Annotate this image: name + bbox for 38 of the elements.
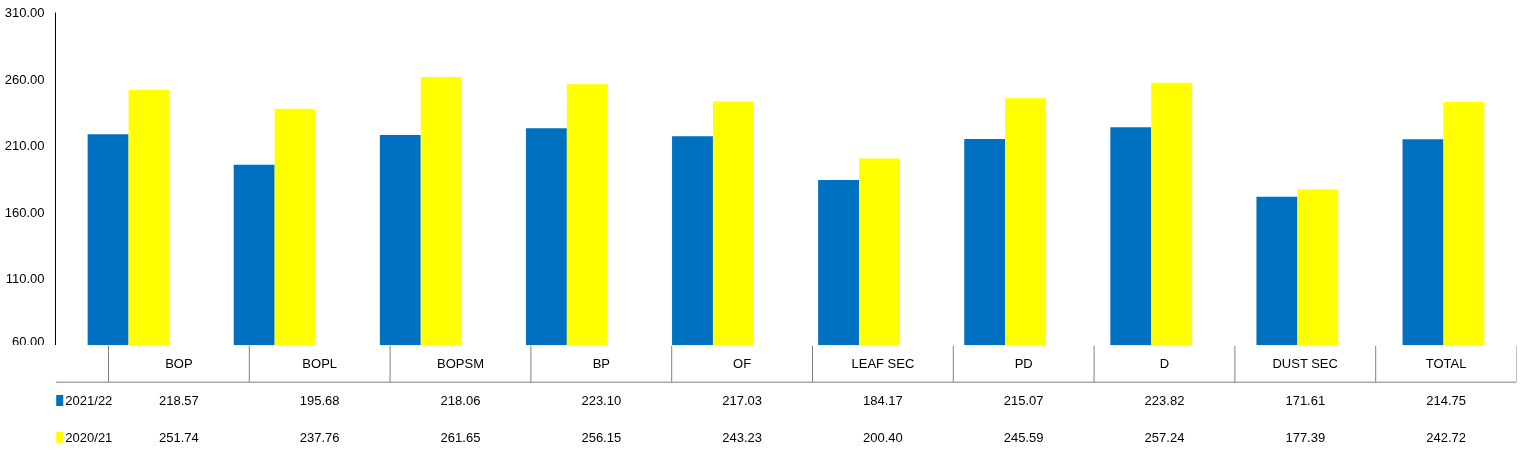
data-label: 214.75 — [1426, 393, 1466, 408]
data-label: 200.40 — [863, 429, 903, 445]
legend-label: 2020/21 — [65, 429, 113, 445]
data-label: 237.76 — [299, 429, 340, 445]
data-label: 251.74 — [159, 429, 199, 445]
x-tick-label: OF — [733, 356, 752, 372]
data-label: 218.06 — [440, 393, 481, 408]
data-label: 261.65 — [440, 429, 481, 445]
data-label: 223.10 — [581, 393, 622, 408]
data-label: 215.07 — [1003, 393, 1044, 408]
x-tick-label: BOPL — [302, 356, 338, 372]
x-tick-label: BOPSM — [437, 356, 484, 372]
data-label: 257.24 — [1144, 429, 1185, 445]
data-label: 195.68 — [299, 393, 340, 408]
data-label: 245.59 — [1003, 429, 1044, 445]
legend-label: 2021/22 — [65, 393, 113, 408]
x-tick-label: TOTAL — [1425, 356, 1467, 372]
x-tick-label: DUST SEC — [1272, 356, 1338, 372]
y-tick-label: 210.00 — [4, 138, 45, 154]
x-tick-label: BP — [592, 356, 610, 372]
data-label: 177.39 — [1285, 429, 1326, 445]
x-tick-label: BOP — [165, 356, 193, 372]
data-label: 242.72 — [1426, 429, 1466, 445]
y-tick-label: 310.00 — [4, 5, 45, 20]
data-label: 243.23 — [722, 429, 762, 445]
data-label: 256.15 — [581, 429, 622, 445]
x-tick-label: LEAF SEC — [851, 356, 915, 372]
data-label: 217.03 — [722, 393, 762, 408]
data-label: 171.61 — [1285, 393, 1326, 408]
data-label: 223.82 — [1144, 393, 1185, 408]
y-tick-label: 60.00 — [11, 333, 45, 349]
y-tick-label: 110.00 — [5, 271, 45, 287]
data-label: 218.57 — [159, 393, 199, 408]
x-tick-label: D — [1159, 356, 1170, 372]
y-tick-label: 160.00 — [4, 204, 45, 220]
y-tick-label: 260.00 — [4, 71, 45, 87]
data-label: 184.17 — [863, 393, 903, 408]
x-tick-label: PD — [1014, 356, 1033, 372]
